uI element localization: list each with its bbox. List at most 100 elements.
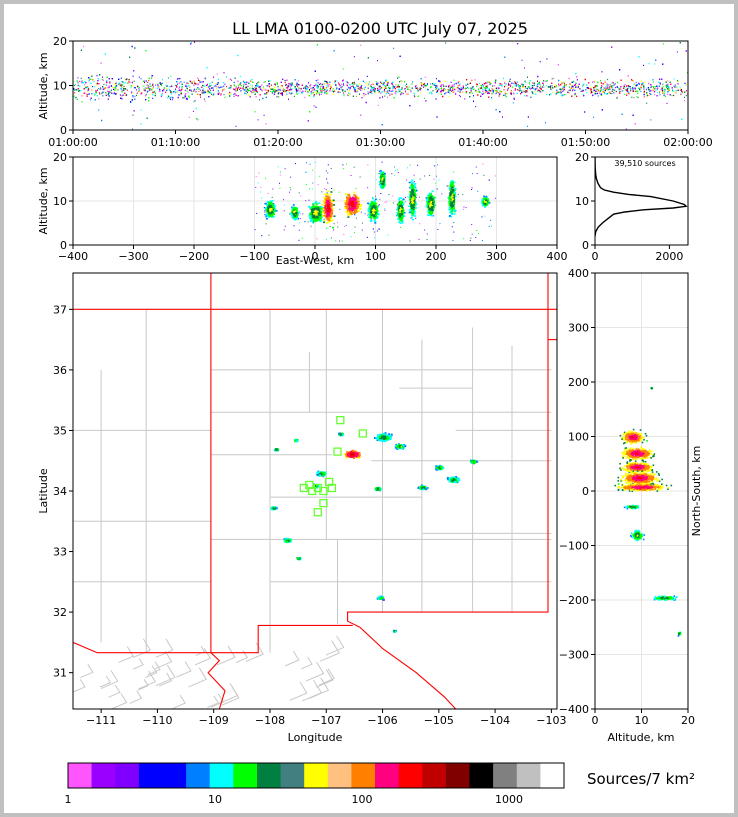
colorbar-cell <box>304 763 329 788</box>
east-west-ytick: 20 <box>53 151 67 164</box>
longitude-tick: −109 <box>199 714 229 727</box>
colorbar-cell <box>162 763 187 788</box>
north-south-ytick: 100 <box>568 431 589 444</box>
colorbar-cell <box>257 763 282 788</box>
histogram-xtick: 2000 <box>655 250 683 263</box>
histogram-ytick: 10 <box>575 195 589 208</box>
north-south-sources <box>614 387 682 637</box>
colorbar-cell <box>186 763 211 788</box>
time-height-xtick: 01:10:00 <box>151 136 200 149</box>
longitude-label: Longitude <box>288 731 343 744</box>
longitude-tick: −104 <box>480 714 510 727</box>
longitude-tick: −108 <box>255 714 285 727</box>
colorbar-cell <box>68 763 93 788</box>
north-south-xlabel: Altitude, km <box>607 731 674 744</box>
colorbar-cell <box>398 763 423 788</box>
time-height-ytick: 20 <box>53 35 67 48</box>
colorbar-cell <box>445 763 470 788</box>
flash-marker <box>319 498 328 508</box>
north-south-ytick: 200 <box>568 376 589 389</box>
colorbar-tick: 1 <box>65 793 72 806</box>
colorbar-cell <box>375 763 400 788</box>
time-height-panel: 0 10 20 01:00:00 01:10:00 01:20:00 01:30:00 01:… <box>37 35 713 149</box>
plan-view-panel: −111 −110 −109 −108 −107 −106 −105 −104 −103 31 32… <box>37 272 566 744</box>
colorbar-cell <box>280 763 305 788</box>
east-west-panel: −400 −300 −200 −100 0 100 200 300 400 0 10 20 East-… <box>37 151 568 267</box>
colorbar-cell <box>115 763 140 788</box>
time-height-ylabel: Altitude, km <box>37 52 50 119</box>
latitude-tick: 37 <box>53 303 67 316</box>
flash-marker <box>319 486 328 496</box>
colorbar-cell <box>233 763 258 788</box>
time-height-xtick: 01:40:00 <box>458 136 507 149</box>
altitude-histogram-panel: 0 2000 0 10 20 39,510 sources <box>575 151 689 263</box>
east-west-xtick: 0 <box>312 250 319 263</box>
county-borders <box>73 309 552 709</box>
latitude-tick: 36 <box>53 364 67 377</box>
flash-marker <box>324 477 334 487</box>
time-height-ytick: 10 <box>53 80 67 93</box>
east-west-xtick: −400 <box>58 250 88 263</box>
east-west-xtick: −200 <box>179 250 209 263</box>
north-south-ytick: 300 <box>568 322 589 335</box>
plan-view-sources <box>270 432 479 633</box>
time-height-ytick: 0 <box>60 124 67 137</box>
east-west-sources <box>254 161 496 242</box>
east-west-xtick: 300 <box>486 250 507 263</box>
colorbar: 1 10 100 1000 Sources/7 km² <box>65 762 695 806</box>
east-west-xtick: −100 <box>239 250 269 263</box>
north-south-ylabel: North-South, km <box>690 446 703 537</box>
longitude-tick: −110 <box>142 714 172 727</box>
latitude-tick: 34 <box>53 485 67 498</box>
longitude-tick: −105 <box>424 714 454 727</box>
colorbar-outline <box>67 762 565 789</box>
latitude-tick: 35 <box>53 424 67 437</box>
east-west-xtick: 400 <box>547 250 568 263</box>
flash-marker <box>336 415 345 425</box>
altitude-histogram-line <box>595 157 688 237</box>
figure-frame: LL LMA 0100-0200 UTC July 07, 2025 0 10 20… <box>4 4 734 813</box>
colorbar-cell <box>138 763 163 788</box>
lma-figure: LL LMA 0100-0200 UTC July 07, 2025 01020… <box>37 19 713 806</box>
colorbar-label: Sources/7 km² <box>587 770 695 788</box>
north-south-ytick: 400 <box>568 267 589 280</box>
flash-marker <box>327 483 337 493</box>
flash-marker <box>299 483 308 493</box>
longitude-tick: −103 <box>536 714 566 727</box>
east-west-xtick: 200 <box>426 250 447 263</box>
latitude-label: Latitude <box>37 468 50 514</box>
figure-title: LL LMA 0100-0200 UTC July 07, 2025 <box>232 19 528 38</box>
histogram-xtick: 0 <box>592 250 599 263</box>
east-west-ytick: 0 <box>60 239 67 252</box>
colorbar-cell <box>351 763 376 788</box>
time-height-xtick: 01:30:00 <box>356 136 405 149</box>
latitude-tick: 32 <box>53 606 67 619</box>
north-south-ytick: 0 <box>582 485 589 498</box>
colorbar-cell <box>493 763 518 788</box>
source-count-annotation: 39,510 sources <box>614 159 675 168</box>
east-west-xtick: 100 <box>365 250 386 263</box>
time-height-xtick: 01:20:00 <box>253 136 302 149</box>
flash-marker <box>358 429 367 438</box>
flash-marker <box>333 447 342 456</box>
flash-markers <box>299 415 367 517</box>
east-west-xtick: −300 <box>118 250 148 263</box>
time-height-sources <box>73 41 688 130</box>
colorbar-cell <box>327 763 352 788</box>
histogram-ytick: 0 <box>582 239 589 252</box>
colorbar-cell <box>540 763 565 788</box>
time-height-xtick: 01:50:00 <box>561 136 610 149</box>
east-west-xlabel: East-West, km <box>276 254 354 267</box>
colorbar-cell <box>516 763 541 788</box>
colorbar-tick: 1000 <box>495 793 523 806</box>
colorbar-cell <box>91 763 116 788</box>
north-south-panel: 0 10 20 −400 −300 −200 −100 0 100 200 300 400 Altit… <box>559 267 703 744</box>
state-borders <box>73 273 557 709</box>
east-west-ytick: 10 <box>53 195 67 208</box>
histogram-ytick: 20 <box>575 151 589 164</box>
longitude-tick: −106 <box>367 714 397 727</box>
north-south-ytick: −200 <box>559 594 589 607</box>
north-south-ytick: −300 <box>559 649 589 662</box>
north-south-xtick: 0 <box>592 714 599 727</box>
colorbar-tick: 100 <box>352 793 373 806</box>
